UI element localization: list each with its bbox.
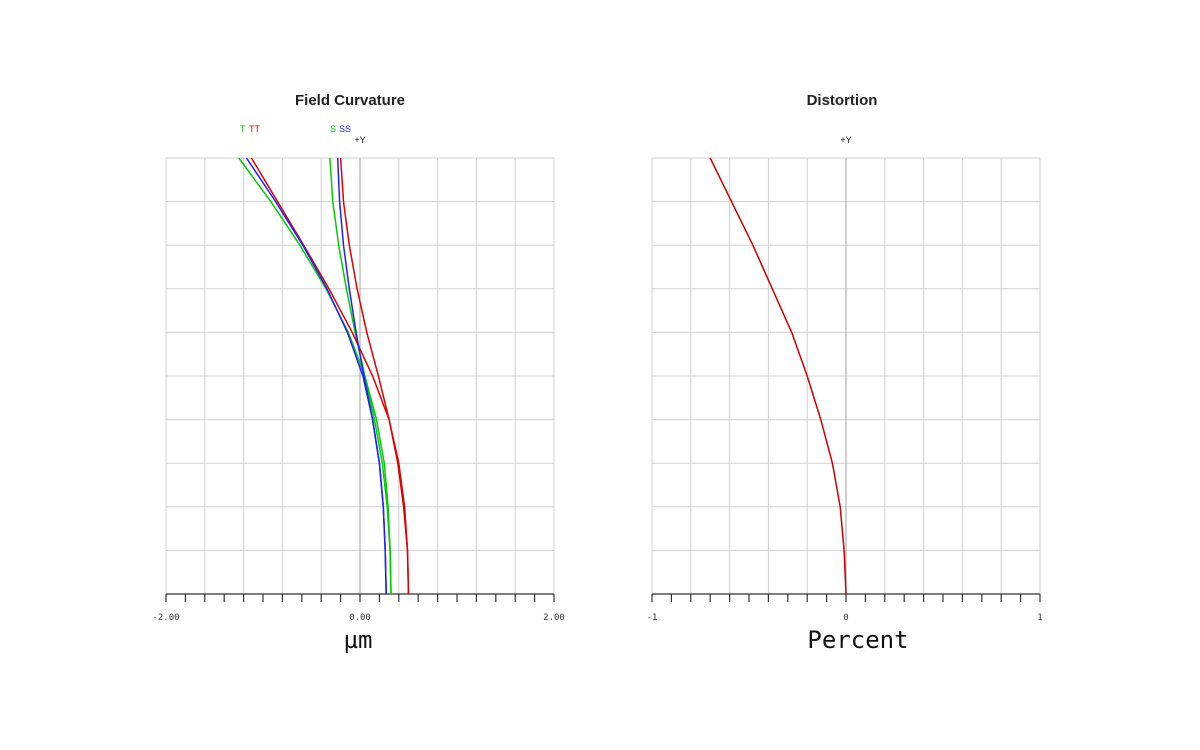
field-curvature-title: Field Curvature bbox=[295, 92, 405, 109]
distortion-title: Distortion bbox=[807, 92, 878, 109]
legend-ss: SS bbox=[339, 124, 351, 134]
distortion-ticks bbox=[651, 593, 1041, 602]
distortion-curves bbox=[709, 157, 847, 595]
field-curvature-grid bbox=[165, 157, 555, 595]
fc-tick-label-zero: 0.00 bbox=[349, 613, 371, 623]
field-curvature-curves bbox=[238, 157, 410, 595]
fc-tick-label-min: -2.00 bbox=[152, 613, 179, 623]
field-curvature-ticks bbox=[165, 593, 555, 602]
distortion-axis-marker: +Y bbox=[840, 135, 851, 145]
dist-tick-label-zero: 0 bbox=[843, 613, 848, 623]
legend-tt: TT bbox=[249, 124, 260, 134]
distortion-grid bbox=[651, 157, 1041, 595]
distortion-panel: Distortion +Y -1 0 1 Percent bbox=[647, 92, 1043, 654]
dist-tick-label-max: 1 bbox=[1037, 613, 1042, 623]
distortion-xlabel: Percent bbox=[807, 626, 908, 654]
fc-curve-1 bbox=[329, 157, 392, 595]
field-curvature-legend: T TT S SS bbox=[240, 124, 351, 134]
legend-s: S bbox=[330, 124, 336, 134]
field-curvature-panel: Field Curvature T TT S SS +Y -2.00 0.00 … bbox=[152, 92, 564, 654]
fc-curve-3 bbox=[339, 157, 410, 595]
field-curvature-axis-marker: +Y bbox=[354, 135, 365, 145]
fc-curve-5 bbox=[336, 157, 387, 595]
dist-curve-0 bbox=[709, 157, 847, 595]
dist-tick-label-min: -1 bbox=[647, 613, 658, 623]
field-curvature-xlabel: µm bbox=[344, 626, 373, 654]
legend-t: T bbox=[240, 124, 246, 134]
fc-tick-label-max: 2.00 bbox=[543, 613, 565, 623]
